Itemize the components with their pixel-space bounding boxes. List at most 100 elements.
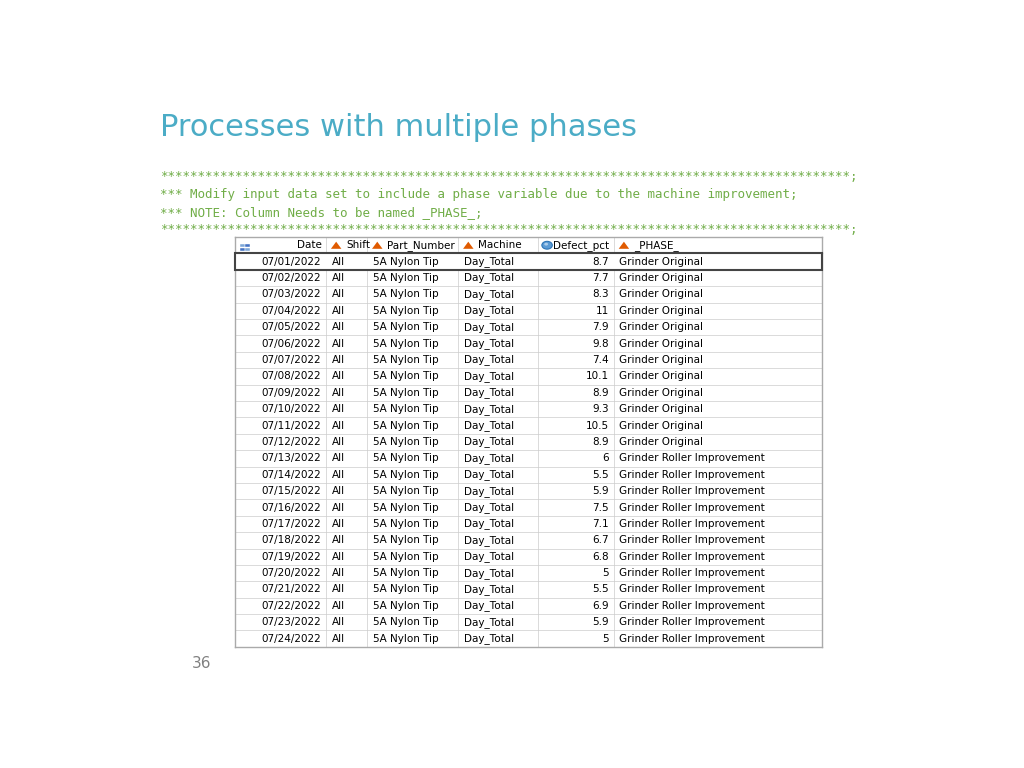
Text: 6.9: 6.9 (593, 601, 609, 611)
Text: Day_Total: Day_Total (464, 551, 514, 562)
Text: Grinder Roller Improvement: Grinder Roller Improvement (620, 470, 765, 480)
Text: 36: 36 (191, 656, 211, 670)
Circle shape (542, 241, 552, 249)
Text: 6: 6 (602, 453, 609, 463)
Text: Part_Number: Part_Number (387, 240, 455, 250)
Text: Day_Total: Day_Total (464, 584, 514, 595)
Text: 10.1: 10.1 (586, 372, 609, 382)
Text: 5A Nylon Tip: 5A Nylon Tip (373, 519, 438, 529)
Text: All: All (332, 470, 345, 480)
Text: All: All (332, 306, 345, 316)
Text: Grinder Roller Improvement: Grinder Roller Improvement (620, 486, 765, 496)
Text: 5: 5 (602, 568, 609, 578)
Text: 07/24/2022: 07/24/2022 (262, 634, 322, 644)
Text: All: All (332, 421, 345, 431)
Text: 07/21/2022: 07/21/2022 (262, 584, 322, 594)
Text: 07/15/2022: 07/15/2022 (262, 486, 322, 496)
Text: 5A Nylon Tip: 5A Nylon Tip (373, 355, 438, 365)
Text: 07/17/2022: 07/17/2022 (262, 519, 322, 529)
Text: 07/23/2022: 07/23/2022 (262, 617, 322, 627)
Polygon shape (372, 242, 383, 249)
Text: Day_Total: Day_Total (464, 273, 514, 283)
Text: Grinder Original: Grinder Original (620, 257, 703, 266)
Text: 5A Nylon Tip: 5A Nylon Tip (373, 584, 438, 594)
Text: Grinder Roller Improvement: Grinder Roller Improvement (620, 453, 765, 463)
Text: Grinder Roller Improvement: Grinder Roller Improvement (620, 617, 765, 627)
Bar (240, 243, 245, 247)
Text: Day_Total: Day_Total (464, 257, 514, 267)
Text: 10.5: 10.5 (586, 421, 609, 431)
Text: Day_Total: Day_Total (464, 601, 514, 611)
Text: 07/05/2022: 07/05/2022 (262, 323, 322, 333)
Polygon shape (331, 242, 341, 249)
Text: Day_Total: Day_Total (464, 617, 514, 627)
Text: Day_Total: Day_Total (464, 289, 514, 300)
Text: All: All (332, 634, 345, 644)
Text: Grinder Roller Improvement: Grinder Roller Improvement (620, 535, 765, 545)
Text: Grinder Original: Grinder Original (620, 306, 703, 316)
Text: 5A Nylon Tip: 5A Nylon Tip (373, 551, 438, 561)
Text: Day_Total: Day_Total (464, 404, 514, 415)
Text: All: All (332, 486, 345, 496)
Text: 7.5: 7.5 (593, 502, 609, 512)
Text: Day_Total: Day_Total (464, 306, 514, 316)
Text: All: All (332, 584, 345, 594)
Text: 07/07/2022: 07/07/2022 (262, 355, 322, 365)
Text: 5A Nylon Tip: 5A Nylon Tip (373, 634, 438, 644)
Text: All: All (332, 453, 345, 463)
Text: 5A Nylon Tip: 5A Nylon Tip (373, 486, 438, 496)
Text: Date: Date (297, 240, 322, 250)
Text: Defect_pct: Defect_pct (553, 240, 609, 250)
Text: Shift: Shift (346, 240, 370, 250)
Text: 5: 5 (602, 634, 609, 644)
Text: 5A Nylon Tip: 5A Nylon Tip (373, 617, 438, 627)
Text: 8.3: 8.3 (593, 290, 609, 300)
Text: Grinder Roller Improvement: Grinder Roller Improvement (620, 551, 765, 561)
Text: 07/04/2022: 07/04/2022 (262, 306, 322, 316)
Bar (245, 243, 250, 247)
Text: 5.9: 5.9 (593, 617, 609, 627)
Text: 07/12/2022: 07/12/2022 (262, 437, 322, 447)
Text: 07/09/2022: 07/09/2022 (262, 388, 322, 398)
Text: All: All (332, 437, 345, 447)
Text: 07/01/2022: 07/01/2022 (262, 257, 322, 266)
Text: 7.1: 7.1 (593, 519, 609, 529)
Text: 07/20/2022: 07/20/2022 (262, 568, 322, 578)
Text: 11: 11 (596, 306, 609, 316)
Text: Grinder Original: Grinder Original (620, 421, 703, 431)
Polygon shape (618, 242, 629, 249)
Text: All: All (332, 617, 345, 627)
Text: Day_Total: Day_Total (464, 469, 514, 480)
Text: Grinder Original: Grinder Original (620, 273, 703, 283)
Text: 5A Nylon Tip: 5A Nylon Tip (373, 388, 438, 398)
Text: Grinder Roller Improvement: Grinder Roller Improvement (620, 601, 765, 611)
Text: 8.9: 8.9 (593, 437, 609, 447)
Text: 5A Nylon Tip: 5A Nylon Tip (373, 323, 438, 333)
Text: Grinder Roller Improvement: Grinder Roller Improvement (620, 519, 765, 529)
Text: 5.5: 5.5 (593, 470, 609, 480)
Text: 8.9: 8.9 (593, 388, 609, 398)
Text: 5A Nylon Tip: 5A Nylon Tip (373, 502, 438, 512)
Text: 07/02/2022: 07/02/2022 (262, 273, 322, 283)
Text: 5A Nylon Tip: 5A Nylon Tip (373, 453, 438, 463)
Text: All: All (332, 551, 345, 561)
Text: Day_Total: Day_Total (464, 387, 514, 399)
Text: 07/10/2022: 07/10/2022 (262, 404, 322, 414)
Text: 6.8: 6.8 (593, 551, 609, 561)
Text: Day_Total: Day_Total (464, 535, 514, 546)
Bar (236, 237, 822, 647)
Text: 9.3: 9.3 (593, 404, 609, 414)
Text: Day_Total: Day_Total (464, 338, 514, 349)
Text: 7.9: 7.9 (593, 323, 609, 333)
Text: Processes with multiple phases: Processes with multiple phases (160, 113, 637, 142)
Text: Day_Total: Day_Total (464, 502, 514, 513)
Text: 7.7: 7.7 (593, 273, 609, 283)
Text: 5A Nylon Tip: 5A Nylon Tip (373, 290, 438, 300)
Text: Grinder Original: Grinder Original (620, 372, 703, 382)
Text: Grinder Original: Grinder Original (620, 339, 703, 349)
Text: 07/06/2022: 07/06/2022 (262, 339, 322, 349)
Text: All: All (332, 601, 345, 611)
Bar (240, 247, 245, 251)
Text: All: All (332, 273, 345, 283)
Text: ********************************************************************************: ****************************************… (160, 223, 857, 237)
